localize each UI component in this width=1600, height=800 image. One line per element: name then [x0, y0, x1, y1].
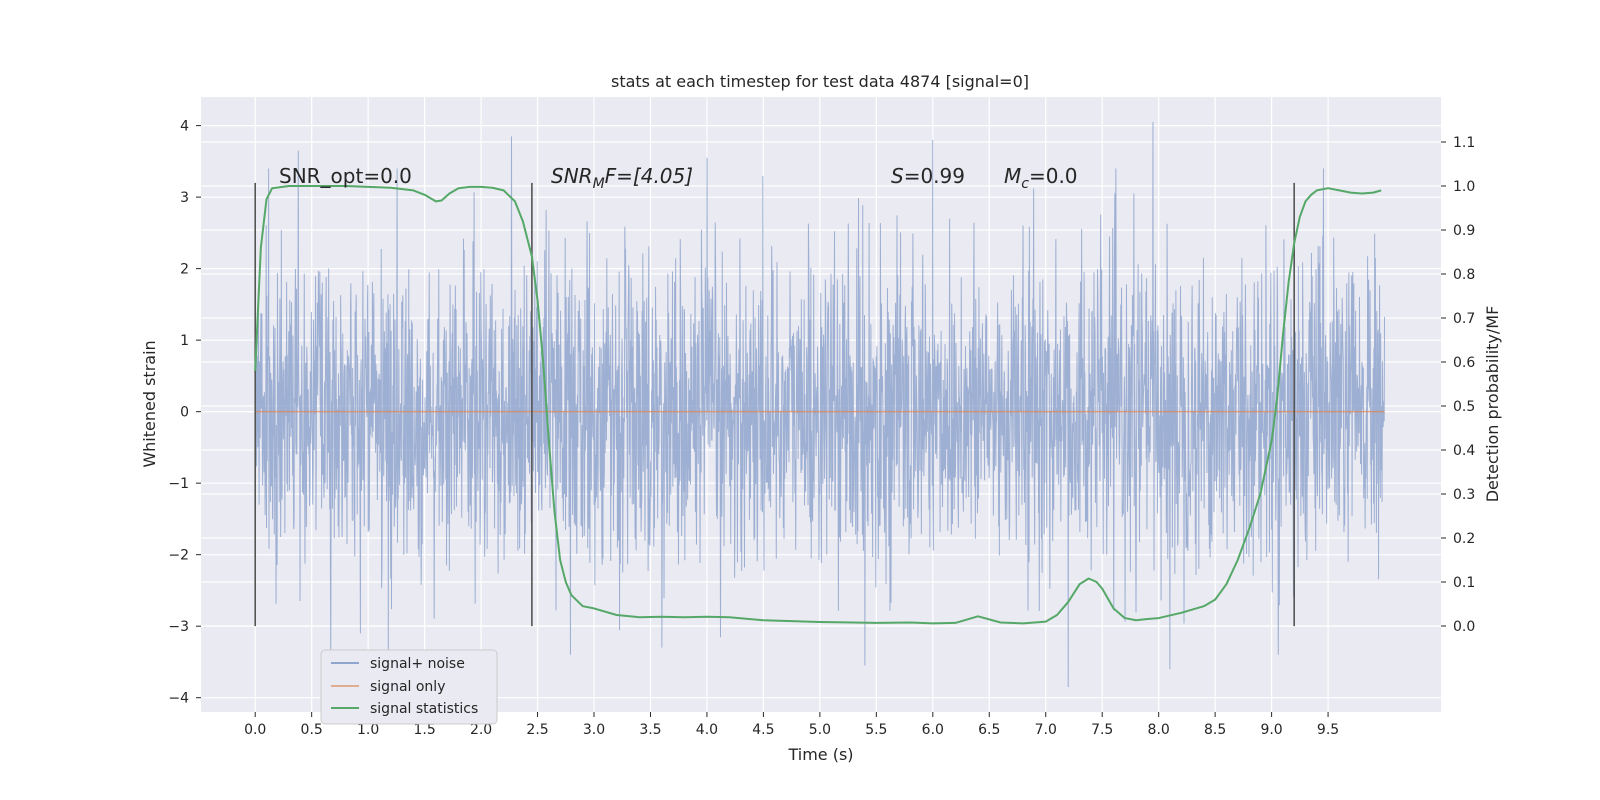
legend-box [320, 649, 498, 725]
y-tick-label-left: −3 [168, 619, 189, 635]
y-tick-label-right: 0.4 [1453, 443, 1475, 459]
y-tick-label-left: 3 [180, 190, 189, 206]
y-tick-label-left: −4 [168, 691, 189, 707]
y-tick-label-right: 0.1 [1453, 575, 1475, 591]
y-axis-label-left: Whitened strain [140, 340, 159, 467]
s-var: S [891, 164, 904, 188]
x-tick-label: 4.5 [752, 722, 774, 738]
mc-sub: c [1021, 176, 1029, 192]
y-tick-label-right: 0.7 [1453, 311, 1475, 327]
y-tick-label-left: −1 [168, 476, 189, 492]
y-tick-label-right: 0.9 [1453, 223, 1475, 239]
y-tick-label-left: 2 [180, 262, 189, 278]
legend-label-signal-only: signal only [370, 679, 445, 695]
x-tick-label: 0.0 [244, 722, 266, 738]
legend-label-signal-statistics: signal statistics [370, 701, 478, 717]
y-tick-label-right: 1.1 [1453, 135, 1475, 151]
x-tick-label: 9.5 [1317, 722, 1339, 738]
snr-mf-rest: F=[4.05] [605, 164, 693, 188]
x-tick-label: 2.5 [526, 722, 548, 738]
x-tick-label: 0.5 [301, 722, 323, 738]
tick-labels: 0.0 0.5 1.0 1.5 2.0 2.5 3.0 3.5 4.0 4.5 5.0 5.5 6.0 6… [168, 119, 1475, 738]
x-tick-label: 3.5 [639, 722, 661, 738]
annotation-snr-opt: SNR_opt=0.0 [279, 164, 412, 188]
mc-var: M [1004, 164, 1021, 188]
legend: signal+ noise signal only signal statist… [320, 649, 498, 725]
s-rest: =0.99 [904, 164, 965, 188]
y-tick-label-left: 4 [180, 119, 189, 135]
x-tick-label: 1.5 [413, 722, 435, 738]
x-tick-label: 5.5 [865, 722, 887, 738]
y-tick-label-right: 0.2 [1453, 531, 1475, 547]
x-tick-label: 7.5 [1091, 722, 1113, 738]
x-tick-label: 7.0 [1035, 722, 1057, 738]
y-tick-label-right: 0.0 [1453, 619, 1475, 635]
y-tick-label-right: 0.6 [1453, 355, 1475, 371]
legend-label-signal-noise: signal+ noise [370, 656, 465, 672]
annotation-snr-mf: SNRMF=[4.05] [551, 164, 693, 192]
x-tick-label: 8.0 [1148, 722, 1170, 738]
x-tick-label: 2.0 [470, 722, 492, 738]
series-signal-noise [254, 122, 1386, 687]
y-tick-label-right: 0.3 [1453, 487, 1475, 503]
x-tick-label: 6.5 [978, 722, 1000, 738]
y-tick-label-left: −2 [168, 548, 189, 564]
snr-mf-main: SNR [551, 164, 593, 188]
x-tick-label: 6.0 [922, 722, 944, 738]
y-tick-label-right: 0.8 [1453, 267, 1475, 283]
x-tick-label: 4.0 [696, 722, 718, 738]
signal-noise-line [254, 122, 1386, 687]
y-tick-label-right: 1.0 [1453, 179, 1475, 195]
signal-statistics-line [254, 185, 1382, 625]
mc-rest: =0.0 [1029, 164, 1078, 188]
x-tick-label: 1.0 [357, 722, 379, 738]
x-axis-label: Time (s) [787, 745, 853, 764]
x-tick-label: 5.0 [809, 722, 831, 738]
annotation-mc: Mc=0.0 [1004, 164, 1078, 192]
x-tick-label: 8.5 [1204, 722, 1226, 738]
y-tick-label-left: 0 [180, 405, 189, 421]
y-tick-label-right: 0.5 [1453, 399, 1475, 415]
x-tick-label: 9.0 [1260, 722, 1282, 738]
y-tick-label-left: 1 [180, 333, 189, 349]
snr-mf-sub: M [593, 176, 605, 192]
annotation-s: S=0.99 [891, 164, 965, 188]
series-signal-statistics [254, 185, 1382, 625]
x-tick-label: 3.0 [583, 722, 605, 738]
chart-title: stats at each timestep for test data 487… [611, 72, 1029, 91]
y-axis-label-right: Detection probability/MF [1483, 306, 1502, 503]
